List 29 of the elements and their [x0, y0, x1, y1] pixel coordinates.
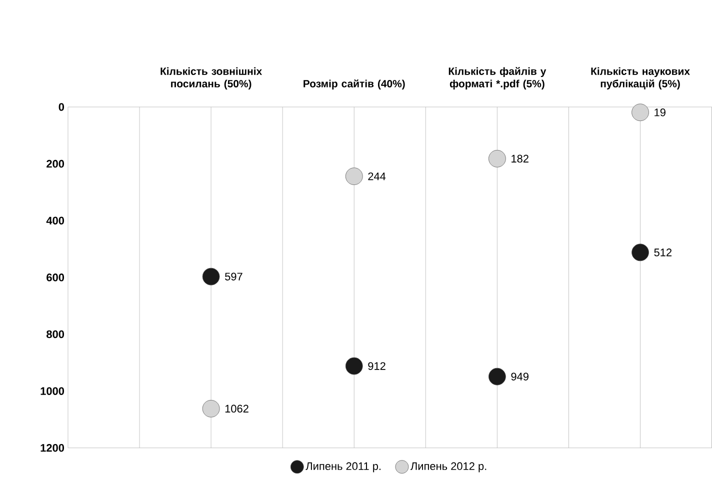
point [632, 244, 649, 262]
x-tick-label: Кількість файлів у форматі *.pdf (5%) [448, 67, 546, 90]
point [632, 104, 649, 122]
y-tick-label: 600 [46, 274, 64, 282]
y-tick-label: 400 [46, 216, 64, 225]
legend-label: Липень 2012 р. [410, 462, 486, 472]
data-label: 19 [654, 108, 666, 116]
x-tick-label: Кількість зовнішніх посилань (50%) [160, 67, 262, 90]
point [488, 150, 506, 168]
data-label: 182 [512, 154, 528, 163]
x-tick-label: Розмір сайтів (40%) [304, 80, 405, 90]
data-label: 597 [225, 272, 242, 281]
y-tick-label: 0 [58, 103, 64, 111]
y-tick-label: 1000 [40, 387, 64, 395]
data-label: 949 [511, 372, 528, 381]
point [345, 357, 363, 375]
point [202, 400, 220, 418]
point [488, 368, 506, 386]
data-label: 244 [368, 172, 386, 180]
data-label: 512 [654, 248, 672, 256]
point [202, 268, 220, 286]
legend-label: Липень 2011 р. [306, 462, 381, 472]
point [345, 168, 363, 186]
data-label: 912 [368, 362, 386, 370]
x-tick-label: Кількість наукових публікацій (5%) [591, 67, 690, 90]
data-label: 1062 [225, 404, 248, 413]
y-tick-label: 200 [46, 160, 64, 168]
y-tick-label: 800 [46, 330, 64, 338]
y-tick-label: 1200 [40, 444, 64, 452]
